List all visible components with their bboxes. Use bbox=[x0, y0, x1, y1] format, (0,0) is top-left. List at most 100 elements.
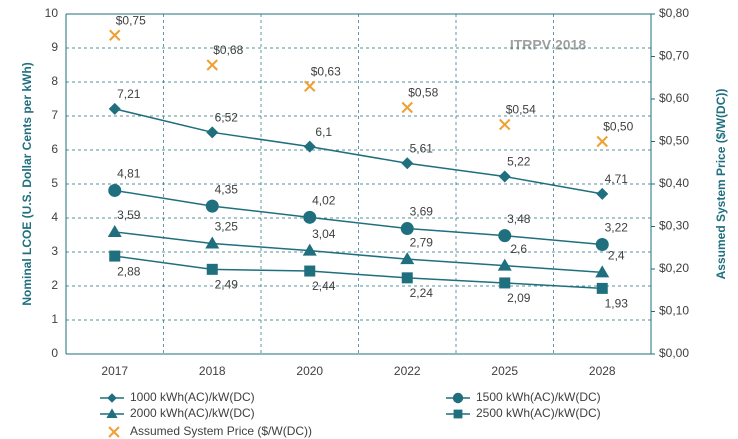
data-label: 2,4 bbox=[608, 249, 625, 263]
y-tick-label: 3 bbox=[51, 244, 58, 258]
marker bbox=[400, 222, 414, 236]
data-label: 4,02 bbox=[312, 193, 336, 207]
marker bbox=[596, 135, 608, 148]
data-label: 1,93 bbox=[605, 297, 629, 311]
marker bbox=[498, 229, 512, 243]
data-label: 4,35 bbox=[215, 182, 239, 196]
marker bbox=[499, 277, 511, 289]
marker bbox=[109, 29, 121, 41]
marker bbox=[453, 409, 463, 419]
marker bbox=[107, 224, 122, 237]
marker bbox=[205, 199, 219, 213]
y-tick-label: 0 bbox=[51, 346, 58, 360]
y-tick-label: 5 bbox=[51, 176, 58, 190]
marker bbox=[400, 252, 415, 265]
y-tick-label: 1 bbox=[51, 312, 58, 326]
series-line bbox=[114, 108, 603, 195]
y-tick-label: 8 bbox=[51, 74, 58, 88]
x-tick-label: 2022 bbox=[394, 364, 421, 378]
data-label: 2,79 bbox=[410, 235, 434, 249]
y2-tick-label: $0,00 bbox=[659, 346, 689, 360]
y2-tick-label: $0,40 bbox=[659, 176, 689, 190]
data-label: 2,88 bbox=[117, 264, 141, 278]
marker bbox=[401, 101, 413, 114]
data-label: $0,58 bbox=[408, 86, 438, 100]
legend-label: 1000 kWh(AC)/kW(DC) bbox=[130, 390, 255, 404]
marker bbox=[108, 426, 120, 438]
data-label: 6,1 bbox=[315, 125, 332, 139]
x-tick-label: 2018 bbox=[199, 364, 226, 378]
y2-tick-label: $0,60 bbox=[659, 91, 689, 105]
y-tick-label: 10 bbox=[45, 6, 59, 20]
marker bbox=[206, 263, 218, 275]
x-tick-label: 2017 bbox=[101, 364, 128, 378]
data-label: 5,61 bbox=[410, 141, 434, 155]
y2-tick-label: $0,70 bbox=[659, 49, 689, 63]
y-tick-label: 9 bbox=[51, 40, 58, 54]
data-label: 4,81 bbox=[117, 167, 141, 181]
y2-tick-label: $0,50 bbox=[659, 134, 689, 148]
data-label: 2,09 bbox=[507, 291, 531, 305]
marker bbox=[452, 392, 464, 404]
series-line bbox=[114, 255, 603, 290]
data-label: 2,49 bbox=[215, 278, 239, 292]
data-label: 5,22 bbox=[507, 155, 531, 169]
marker bbox=[401, 272, 413, 284]
x-tick-label: 2020 bbox=[296, 364, 323, 378]
data-label: $0,75 bbox=[116, 13, 146, 27]
annotation: ITRPV 2018 bbox=[510, 37, 586, 53]
x-tick-label: 2028 bbox=[589, 364, 616, 378]
marker bbox=[206, 126, 219, 139]
data-label: 3,04 bbox=[312, 227, 336, 241]
data-label: 3,69 bbox=[410, 205, 434, 219]
marker bbox=[304, 265, 316, 277]
data-label: $0,68 bbox=[213, 43, 243, 57]
legend-label: 2000 kWh(AC)/kW(DC) bbox=[130, 406, 255, 420]
data-label: 3,25 bbox=[215, 220, 239, 234]
marker bbox=[596, 282, 608, 294]
data-label: 6,52 bbox=[215, 110, 239, 124]
data-label: 3,22 bbox=[605, 221, 629, 235]
series-line bbox=[114, 231, 603, 274]
y2-tick-label: $0,80 bbox=[659, 6, 689, 20]
marker bbox=[595, 238, 609, 252]
marker bbox=[596, 187, 609, 200]
data-label: 2,6 bbox=[510, 242, 527, 256]
y2-tick-label: $0,10 bbox=[659, 304, 689, 318]
marker bbox=[498, 170, 511, 183]
series-line bbox=[114, 189, 603, 246]
legend-label: 1500 kWh(AC)/kW(DC) bbox=[476, 390, 601, 404]
y-tick-label: 2 bbox=[51, 278, 58, 292]
marker bbox=[302, 243, 317, 256]
data-label: 2,24 bbox=[410, 286, 434, 300]
y2-axis-label: Assumed System Price ($/W(DC)) bbox=[714, 89, 728, 280]
marker bbox=[205, 236, 220, 249]
marker bbox=[303, 210, 317, 224]
x-tick-label: 2025 bbox=[491, 364, 518, 378]
data-label: 4,71 bbox=[605, 172, 629, 186]
data-label: 7,21 bbox=[117, 87, 141, 101]
data-label: $0,54 bbox=[506, 103, 536, 117]
marker bbox=[303, 140, 316, 153]
marker bbox=[106, 408, 118, 418]
legend-label: 2500 kWh(AC)/kW(DC) bbox=[476, 406, 601, 420]
y2-tick-label: $0,30 bbox=[659, 219, 689, 233]
marker bbox=[595, 265, 610, 278]
marker bbox=[304, 80, 316, 92]
data-label: 2,44 bbox=[312, 279, 336, 293]
legend-label: Assumed System Price ($/W(DC)) bbox=[130, 424, 312, 438]
marker bbox=[497, 258, 512, 271]
marker bbox=[401, 157, 414, 170]
y2-tick-label: $0,20 bbox=[659, 261, 689, 275]
marker bbox=[206, 59, 218, 71]
marker bbox=[108, 183, 122, 197]
data-label: 3,48 bbox=[507, 212, 531, 226]
data-label: $0,63 bbox=[311, 64, 341, 78]
marker bbox=[109, 250, 121, 262]
marker bbox=[108, 102, 121, 115]
y-axis-label: Nominal LCOE (U.S. Dollar Cents per kWh) bbox=[20, 62, 34, 305]
data-label: 3,59 bbox=[117, 208, 141, 222]
y-tick-label: 7 bbox=[51, 108, 58, 122]
y-tick-label: 6 bbox=[51, 142, 58, 156]
